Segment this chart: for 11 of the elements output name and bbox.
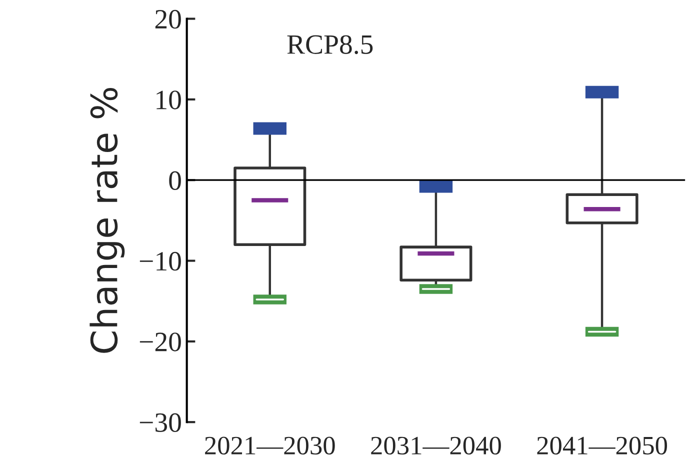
y-tick-label: −10 bbox=[140, 252, 181, 271]
y-tick-label: 10 bbox=[156, 90, 181, 110]
x-tick-label: 2041—2050 bbox=[537, 436, 668, 455]
annotation: RCP8.5 bbox=[287, 35, 373, 54]
y-tick-label: −20 bbox=[140, 332, 181, 352]
y-tick-label: 20 bbox=[155, 10, 181, 29]
y-tick-label: −30 bbox=[140, 413, 181, 432]
x-tick-label: 2021—2030 bbox=[205, 436, 335, 455]
y-axis-title: Change rate % bbox=[90, 88, 125, 353]
x-tick-label: 2031—2040 bbox=[371, 436, 501, 455]
y-tick-label: 0 bbox=[169, 171, 181, 190]
